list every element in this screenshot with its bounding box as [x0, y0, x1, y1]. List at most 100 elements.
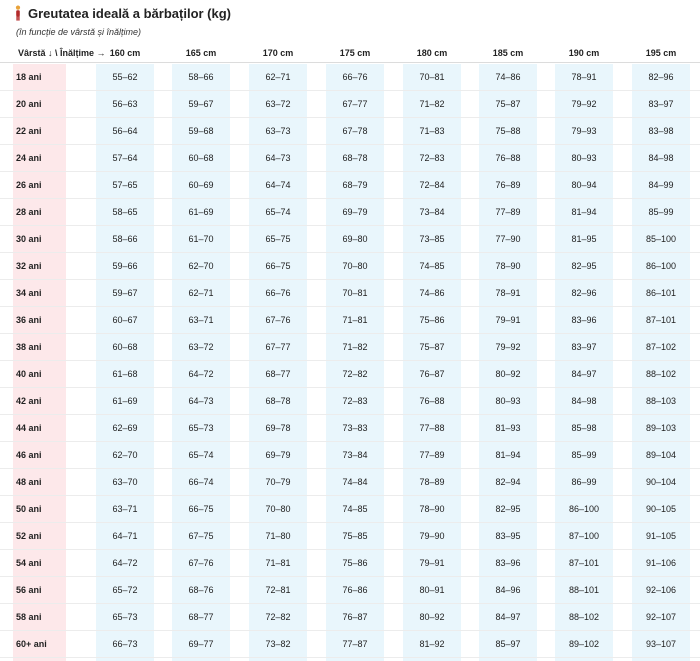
weight-range-cell: 64–72 [188, 369, 214, 379]
table-row: 54 ani 64–72 67–76 71–81 75–86 79–91 83–96 87–1… [0, 550, 700, 577]
table-row: 30 ani 58–66 61–70 65–75 69–80 73–85 77–90 81–9… [0, 226, 700, 253]
weight-range-cell: 79–92 [495, 342, 521, 352]
weight-range-cell: 73–84 [419, 207, 445, 217]
age-label: 40 ani [16, 369, 42, 379]
weight-range-cell: 87–102 [645, 342, 677, 352]
weight-range-cell: 91–106 [645, 558, 677, 568]
weight-range-cell: 74–84 [342, 477, 368, 487]
weight-range-cell: 65–72 [112, 585, 138, 595]
weight-range-cell: 63–71 [112, 504, 138, 514]
weight-range-cell: 69–79 [342, 207, 368, 217]
column-header: 180 cm [416, 48, 448, 58]
page-subtitle: (în funcție de vârstă și înălțime) [16, 27, 142, 37]
weight-range-cell: 66–75 [265, 261, 291, 271]
weight-range-cell: 89–102 [568, 639, 600, 649]
weight-range-cell: 90–105 [645, 504, 677, 514]
weight-range-cell: 59–68 [188, 126, 214, 136]
weight-range-cell: 68–78 [265, 396, 291, 406]
weight-range-cell: 89–103 [645, 423, 677, 433]
weight-range-cell: 86–99 [571, 477, 597, 487]
row-divider [0, 360, 700, 361]
table-row: 24 ani 57–64 60–68 64–73 68–78 72–83 76–88 80–9… [0, 145, 700, 172]
age-label: 38 ani [16, 342, 42, 352]
weight-range-cell: 64–73 [265, 153, 291, 163]
weight-range-cell: 86–100 [645, 261, 677, 271]
weight-range-cell: 71–82 [342, 342, 368, 352]
weight-range-cell: 83–96 [495, 558, 521, 568]
age-label: 22 ani [16, 126, 42, 136]
row-divider [0, 495, 700, 496]
row-divider [0, 333, 700, 334]
row-divider [0, 117, 700, 118]
weight-range-cell: 82–96 [571, 288, 597, 298]
weight-range-cell: 59–67 [112, 288, 138, 298]
column-header: 170 cm [262, 48, 294, 58]
weight-range-cell: 83–97 [571, 342, 597, 352]
weight-range-cell: 83–98 [648, 126, 674, 136]
weight-range-cell: 56–63 [112, 99, 138, 109]
weight-range-cell: 58–66 [188, 72, 214, 82]
table-row: 32 ani 59–66 62–70 66–75 70–80 74–85 78–90 82–9… [0, 253, 700, 280]
weight-range-cell: 80–93 [495, 396, 521, 406]
weight-range-cell: 71–81 [342, 315, 368, 325]
weight-range-cell: 56–64 [112, 126, 138, 136]
weight-range-cell: 73–82 [265, 639, 291, 649]
weight-range-cell: 70–79 [265, 477, 291, 487]
weight-range-cell: 77–89 [495, 207, 521, 217]
weight-range-cell: 61–68 [112, 369, 138, 379]
weight-range-cell: 79–90 [419, 531, 445, 541]
weight-range-cell: 81–95 [571, 234, 597, 244]
weight-range-cell: 67–75 [188, 531, 214, 541]
height-column-band [403, 64, 461, 661]
row-divider [0, 252, 700, 253]
table-row: 46 ani 62–70 65–74 69–79 73–84 77–89 81–94 85–9… [0, 442, 700, 469]
weight-range-cell: 63–70 [112, 477, 138, 487]
row-divider [0, 387, 700, 388]
weight-range-cell: 77–89 [419, 450, 445, 460]
weight-range-cell: 71–81 [265, 558, 291, 568]
weight-range-cell: 76–89 [495, 180, 521, 190]
weight-range-cell: 84–99 [648, 180, 674, 190]
weight-range-cell: 83–97 [648, 99, 674, 109]
table-row: 44 ani 62–69 65–73 69–78 73–83 77–88 81–93 85–9… [0, 415, 700, 442]
weight-range-cell: 72–81 [265, 585, 291, 595]
weight-range-cell: 79–91 [419, 558, 445, 568]
weight-range-cell: 82–94 [495, 477, 521, 487]
row-divider [0, 90, 700, 91]
weight-range-cell: 78–91 [571, 72, 597, 82]
weight-range-cell: 76–87 [342, 612, 368, 622]
row-divider [0, 171, 700, 172]
row-divider [0, 468, 700, 469]
weight-range-cell: 89–104 [645, 450, 677, 460]
weight-range-cell: 60–69 [188, 180, 214, 190]
weight-range-cell: 66–76 [265, 288, 291, 298]
weight-range-cell: 79–91 [495, 315, 521, 325]
weight-range-cell: 72–83 [342, 396, 368, 406]
weight-range-cell: 85–99 [648, 207, 674, 217]
weight-range-cell: 75–86 [419, 315, 445, 325]
weight-range-cell: 87–100 [568, 531, 600, 541]
weight-range-cell: 92–107 [645, 612, 677, 622]
age-label: 30 ani [16, 234, 42, 244]
weight-range-cell: 61–69 [188, 207, 214, 217]
weight-range-cell: 73–83 [342, 423, 368, 433]
weight-range-cell: 84–98 [648, 153, 674, 163]
row-divider [0, 576, 700, 577]
row-divider [0, 441, 700, 442]
age-label: 26 ani [16, 180, 42, 190]
weight-range-cell: 91–105 [645, 531, 677, 541]
row-divider [0, 657, 700, 658]
weight-range-cell: 64–72 [112, 558, 138, 568]
weight-range-cell: 70–80 [265, 504, 291, 514]
weight-range-cell: 71–82 [419, 99, 445, 109]
weight-range-cell: 79–93 [571, 126, 597, 136]
table-row: 34 ani 59–67 62–71 66–76 70–81 74–86 78–91 82–9… [0, 280, 700, 307]
table-row: 48 ani 63–70 66–74 70–79 74–84 78–89 82–94 86–9… [0, 469, 700, 496]
age-label: 32 ani [16, 261, 42, 271]
age-column-band [13, 64, 66, 661]
weight-range-cell: 88–102 [645, 369, 677, 379]
weight-range-cell: 84–98 [571, 396, 597, 406]
weight-range-cell: 81–94 [571, 207, 597, 217]
column-header: 160 cm [109, 48, 141, 58]
weight-range-cell: 68–78 [342, 153, 368, 163]
